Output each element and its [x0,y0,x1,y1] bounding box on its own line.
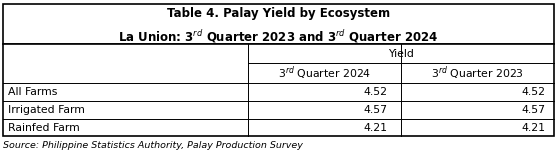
Bar [3,4,554,45]
Text: All Farms: All Farms [8,88,58,97]
Text: 4.21: 4.21 [522,123,546,133]
Text: La Union: 3$^{rd}$ Quarter 2023 and 3$^{rd}$ Quarter 2024: La Union: 3$^{rd}$ Quarter 2023 and 3$^{… [119,28,438,45]
Text: 4.52: 4.52 [363,88,387,97]
Text: 4.21: 4.21 [363,123,387,133]
Bar [3,45,554,136]
Text: 4.52: 4.52 [522,88,546,97]
Text: Source: Philippine Statistics Authority, Palay Production Survey: Source: Philippine Statistics Authority,… [3,141,302,150]
Text: 4.57: 4.57 [522,105,546,115]
Text: 3$^{rd}$ Quarter 2024: 3$^{rd}$ Quarter 2024 [278,65,371,82]
Text: Rainfed Farm: Rainfed Farm [8,123,80,133]
Text: Yield: Yield [388,49,414,59]
Text: 3$^{rd}$ Quarter 2023: 3$^{rd}$ Quarter 2023 [431,65,524,82]
Text: 4.57: 4.57 [363,105,387,115]
Text: Irrigated Farm: Irrigated Farm [8,105,85,115]
Text: Table 4. Palay Yield by Ecosystem: Table 4. Palay Yield by Ecosystem [167,7,390,20]
